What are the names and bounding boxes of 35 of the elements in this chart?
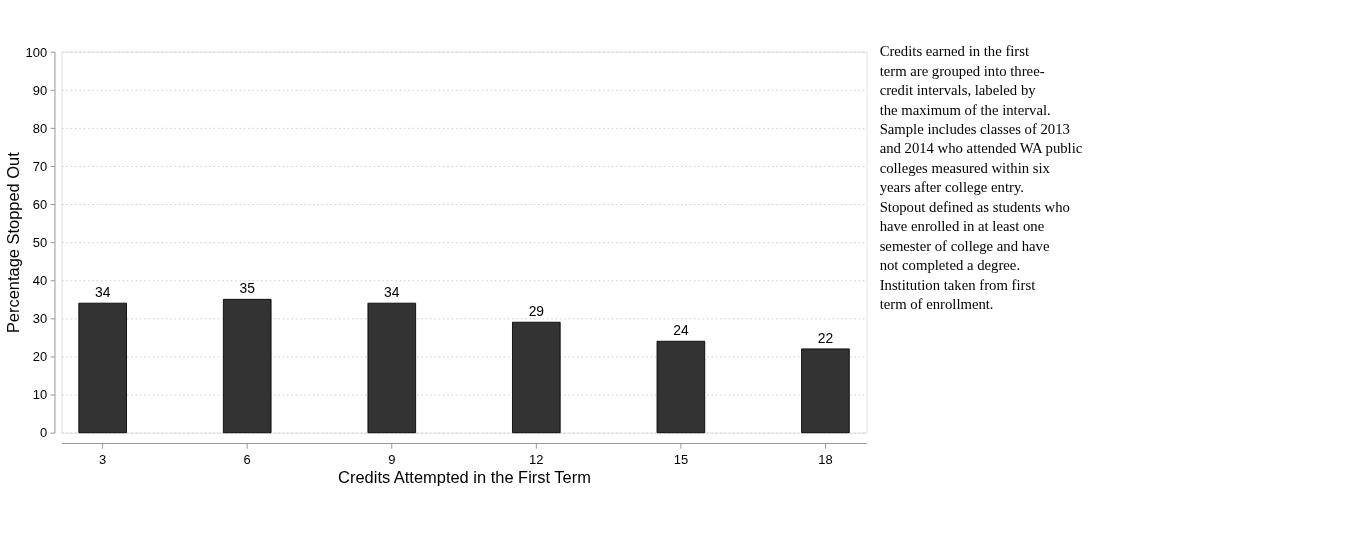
text: Sample includes classes of 2013 and 2014 who attended WA public colleges measured within six years after college entry.	[879, 121, 1083, 196]
x-tick-label: 9	[388, 452, 396, 468]
x-tick-label: 3	[99, 452, 107, 468]
x-tick-label: 18	[818, 452, 833, 468]
bar	[512, 321, 561, 434]
y-tick-label: 20	[32, 349, 48, 365]
y-tick-label: 80	[32, 120, 48, 136]
x-tick-label: 12	[529, 452, 544, 468]
data-label: 22	[817, 329, 834, 346]
bar	[801, 348, 850, 434]
y-tick-label: 0	[39, 425, 48, 441]
text: Stopout defined as students who have enrolled in at least one semester of college and have not completed a degree.	[879, 198, 1070, 274]
x-tick-label: 6	[243, 452, 251, 468]
y-tick-label: 40	[32, 273, 48, 289]
bar	[367, 302, 417, 434]
y-tick-label: 90	[32, 82, 48, 98]
data-label: 34	[384, 284, 400, 301]
y-tick-label: 30	[32, 311, 48, 327]
y-axis-title: Percentage Stopped Out	[3, 151, 22, 334]
y-tick-label: 70	[32, 158, 48, 174]
bar	[222, 298, 272, 434]
x-axis-title: Credits Attempted in the First Term	[338, 468, 591, 487]
data-label: 29	[528, 303, 545, 320]
y-tick-label: 50	[32, 234, 48, 250]
text: Institution taken from first term of enrollment.	[879, 276, 1036, 313]
x-tick-label: 15	[673, 452, 689, 468]
y-tick-label: 60	[32, 196, 48, 212]
bar	[78, 302, 127, 434]
data-label: 24	[673, 322, 689, 339]
y-tick-label: 100	[25, 44, 48, 60]
bar	[656, 340, 706, 434]
data-label: 35	[239, 280, 256, 297]
y-tick-label: 10	[32, 387, 48, 403]
text: Credits earned in the first term are grouped into three-credit intervals, labeled by the maximum of the interval.	[879, 43, 1051, 118]
data-label: 34	[94, 284, 111, 301]
